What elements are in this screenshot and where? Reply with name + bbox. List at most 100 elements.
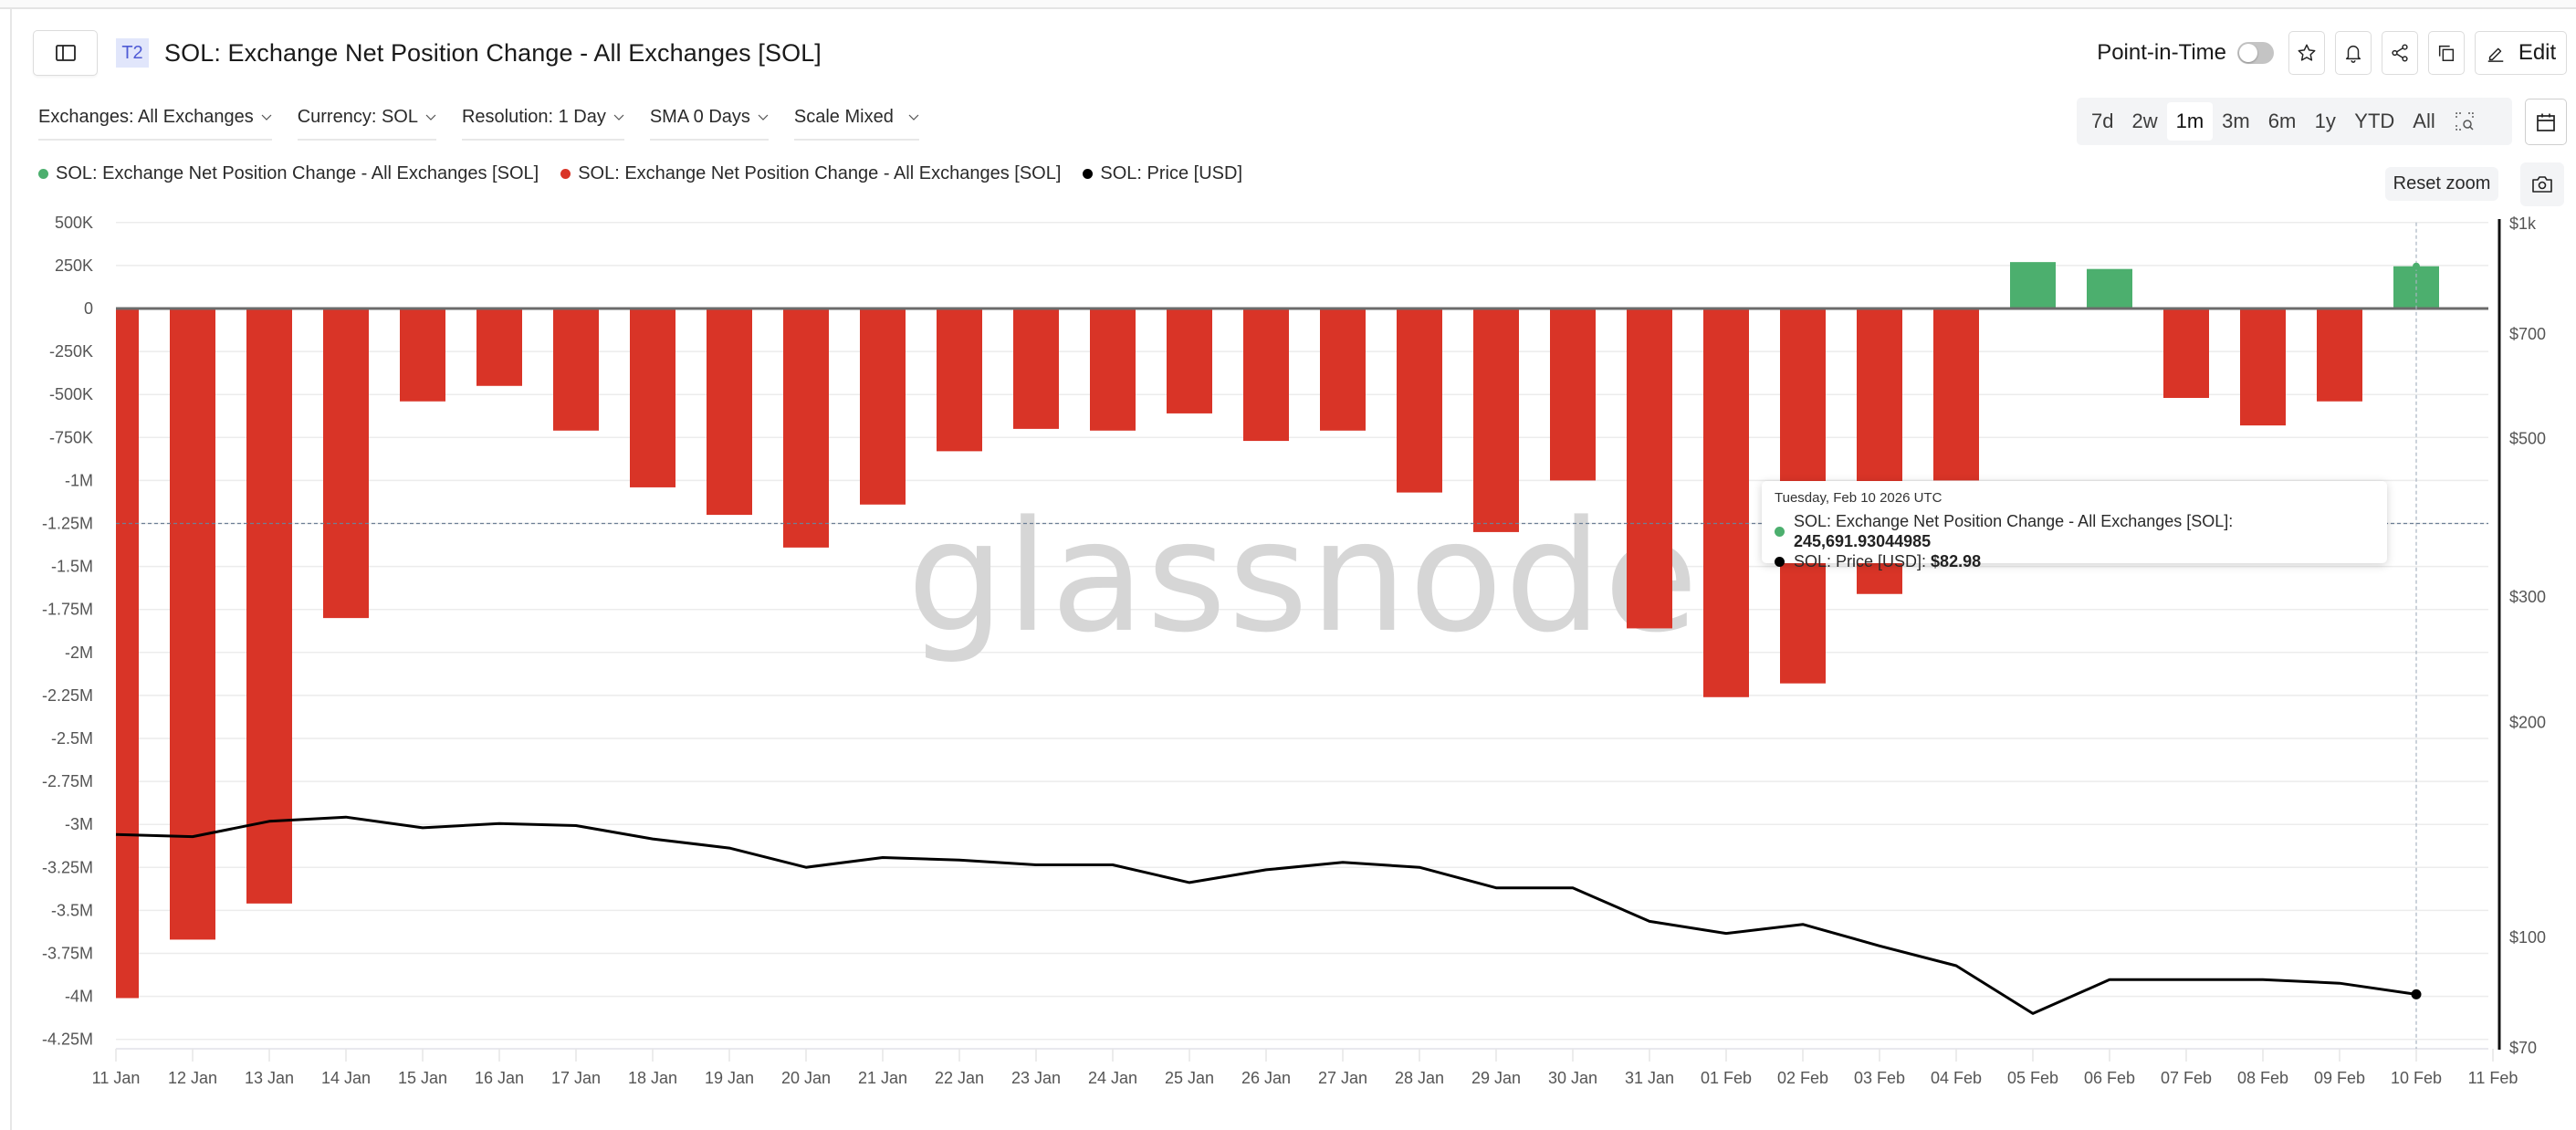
exchanges-dropdown[interactable]: Exchanges: All Exchanges [38,104,272,141]
tooltip-value: $82.98 [1931,552,1982,570]
tooltip-dot-green [1775,526,1785,537]
edit-button[interactable]: Edit [2475,31,2567,75]
date-picker-button[interactable] [2525,99,2567,145]
share-icon [2392,44,2408,62]
y-axis-label: 500K [55,214,93,232]
chevron-down-icon [613,114,624,120]
legend-dot-black [1083,169,1094,179]
y-axis-label: -1M [65,471,93,489]
x-axis-label: 11 Jan [92,1069,141,1087]
y-axis-label: -3M [65,815,93,833]
y-axis-label: -3.25M [42,858,93,876]
range-all[interactable]: All [2413,110,2435,132]
x-axis-label: 09 Feb [2314,1069,2365,1087]
reset-zoom-button[interactable]: Reset zoom [2385,167,2498,201]
bar-negative [1397,309,1442,493]
bar-negative [707,309,752,516]
chart-legend: SOL: Exchange Net Position Change - All … [38,163,1242,184]
bar-negative [1473,309,1519,532]
bar-hover-point [2413,262,2420,270]
legend-label: SOL: Exchange Net Position Change - All … [56,163,539,183]
x-axis-label: 02 Feb [1777,1069,1828,1087]
bar-negative [1933,309,1979,481]
duplicate-button[interactable] [2428,31,2465,75]
legend-dot-red [560,169,571,179]
camera-icon [2532,176,2552,193]
point-in-time-toggle[interactable] [2237,42,2274,64]
tier-badge: T2 [116,38,149,68]
y-axis-label: -500K [49,385,93,403]
y2-axis-label: $1k [2509,214,2537,233]
x-axis-label: 11 Feb [2468,1069,2518,1087]
y-axis-label: -4M [65,988,93,1006]
x-axis-label: 17 Jan [551,1069,601,1087]
sidebar-toggle-icon [55,45,76,61]
page-title: SOL: Exchange Net Position Change - All … [164,38,822,67]
favorite-button[interactable] [2288,31,2325,75]
star-icon [2298,44,2316,61]
legend-item-inflow-positive[interactable]: SOL: Exchange Net Position Change - All … [38,163,539,184]
alert-button[interactable] [2335,31,2372,75]
scale-dropdown[interactable]: Scale Mixed [793,104,919,141]
y2-axis-label: $200 [2509,714,2546,732]
range-1y[interactable]: 1y [2314,110,2336,132]
x-axis-label: 19 Jan [705,1069,754,1087]
tooltip-row-price: SOL: Price [USD]: $82.98 [1775,551,2374,571]
share-button[interactable] [2382,31,2418,75]
y-axis-label: -2.5M [51,729,93,748]
price-hover-point [2411,989,2422,999]
x-axis-label: 29 Jan [1471,1069,1521,1087]
x-axis-label: 06 Feb [2084,1069,2135,1087]
bar-negative [783,309,829,548]
bell-icon [2345,46,2361,63]
x-axis-label: 23 Jan [1011,1069,1061,1087]
y-axis-label: 0 [84,299,93,318]
y-axis-label: -1.25M [42,515,93,533]
zoom-select-button[interactable] [2445,102,2485,141]
x-axis-label: 27 Jan [1318,1069,1367,1087]
edit-label: Edit [2518,40,2557,65]
y2-axis-label: $300 [2509,588,2546,606]
y-axis-label: -1.5M [51,558,93,576]
range-1m[interactable]: 1m [2166,102,2214,141]
range-ytd[interactable]: YTD [2354,110,2395,132]
tooltip-label: SOL: Price [USD]: [1794,552,1932,570]
range-2w[interactable]: 2w [2131,110,2158,132]
chevron-down-icon [261,114,272,120]
bar-negative [2240,309,2286,426]
sidebar-toggle-button[interactable] [33,30,98,76]
resolution-dropdown-label: Resolution: 1 Day [461,106,606,127]
screenshot-button[interactable] [2520,162,2564,206]
resolution-dropdown[interactable]: Resolution: 1 Day [461,104,624,141]
x-axis-label: 04 Feb [1931,1069,1982,1087]
range-7d[interactable]: 7d [2091,110,2114,132]
sma-dropdown[interactable]: SMA 0 Days [649,104,769,141]
bar-negative [1320,309,1366,431]
range-6m[interactable]: 6m [2267,110,2297,132]
legend-item-outflow-negative[interactable]: SOL: Exchange Net Position Change - All … [560,163,1061,184]
y-axis-label: 250K [55,256,93,275]
bar-negative [1013,309,1059,429]
bar-negative [2317,309,2362,402]
y-axis-label: -250K [49,342,93,361]
legend-label: SOL: Exchange Net Position Change - All … [578,163,1062,183]
legend-label: SOL: Price [USD] [1100,163,1243,183]
x-axis-label: 25 Jan [1165,1069,1214,1087]
header-actions: Point-in-Time Edit [2097,30,2567,76]
y-axis-label: -2.25M [42,686,93,705]
tooltip-date: Tuesday, Feb 10 2026 UTC [1775,490,1942,506]
y-axis-label: -2M [65,643,93,662]
x-axis-label: 13 Jan [245,1069,294,1087]
legend-item-price[interactable]: SOL: Price [USD] [1083,163,1242,184]
range-3m[interactable]: 3m [2222,110,2250,132]
y2-axis-label: $100 [2509,928,2546,947]
legend-dot-green [38,169,48,179]
watermark-logo: glassnode [907,487,1701,666]
currency-dropdown[interactable]: Currency: SOL [297,104,436,141]
y-axis-label: -3.75M [42,945,93,963]
x-axis-label: 20 Jan [781,1069,831,1087]
bar-negative [937,309,982,452]
time-range-selector: 7d 2w 1m 3m 6m 1y YTD All [2077,98,2512,145]
chevron-down-icon [425,114,436,120]
x-axis-label: 28 Jan [1395,1069,1444,1087]
